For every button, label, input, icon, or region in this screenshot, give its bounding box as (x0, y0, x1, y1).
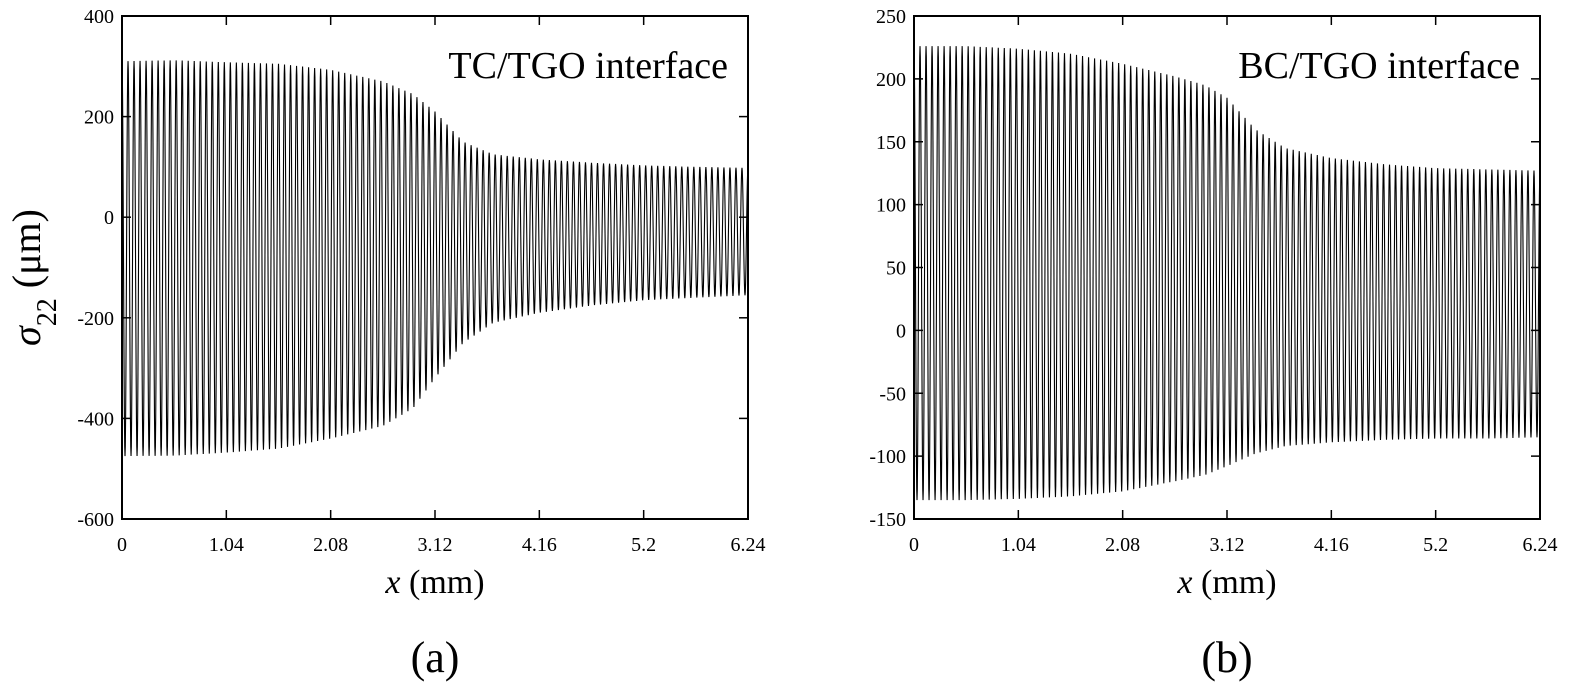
x-tick-label: 3.12 (418, 534, 453, 556)
y-tick-label: 100 (876, 195, 906, 217)
y-tick-label: -400 (77, 408, 114, 430)
y-tick-label: 0 (896, 320, 906, 342)
y-tick-label: -50 (879, 383, 906, 405)
y-tick-label: 50 (886, 258, 906, 280)
x-axis-title: x (mm) (384, 564, 484, 601)
y-tick-label: -100 (869, 446, 906, 468)
x-tick-label: 2.08 (1105, 534, 1140, 556)
data-series-line (913, 46, 1541, 501)
x-tick-label: 6.24 (731, 534, 766, 556)
x-tick-label: 4.16 (1314, 534, 1349, 556)
chart-panel-a: 0 1.04 2.08 3.12 4.16 5.2 6.24 400 200 0 -200 -400 -… (4, 6, 766, 682)
x-axis-title: x (mm) (1176, 564, 1276, 601)
y-tick-label: 400 (84, 6, 114, 28)
y-tick-label: 0 (104, 207, 114, 229)
x-tick-label: 6.24 (1523, 534, 1558, 556)
panel-label: (a) (411, 633, 460, 682)
chart-panel-b: 0 1.04 2.08 3.12 4.16 5.2 6.24250200150100500-… (869, 6, 1557, 682)
panel-label: (b) (1201, 633, 1252, 682)
x-tick-label: 2.08 (313, 534, 348, 556)
x-tick-label: 5.2 (631, 534, 656, 556)
x-tick-label: 0 (909, 534, 919, 556)
y-tick-label: 150 (876, 132, 906, 154)
x-tick-label: 4.16 (522, 534, 557, 556)
y-axis-title: σ22 (μm) (4, 209, 63, 346)
x-tick-label: 3.12 (1210, 534, 1245, 556)
interface-annotation: BC/TGO interface (1238, 45, 1520, 87)
y-tick-label: -600 (77, 509, 114, 531)
y-tick-label: 200 (876, 69, 906, 91)
y-tick-label: 250 (876, 6, 906, 28)
x-tick-label: 5.2 (1423, 534, 1448, 556)
y-tick-label: -200 (77, 308, 114, 330)
x-tick-label: 0 (117, 534, 127, 556)
interface-annotation: TC/TGO interface (448, 45, 728, 87)
data-series-line (121, 60, 749, 457)
x-tick-label: 1.04 (209, 534, 244, 556)
y-tick-label: -150 (869, 509, 906, 531)
x-tick-label: 1.04 (1001, 534, 1036, 556)
y-tick-label: 200 (84, 107, 114, 129)
